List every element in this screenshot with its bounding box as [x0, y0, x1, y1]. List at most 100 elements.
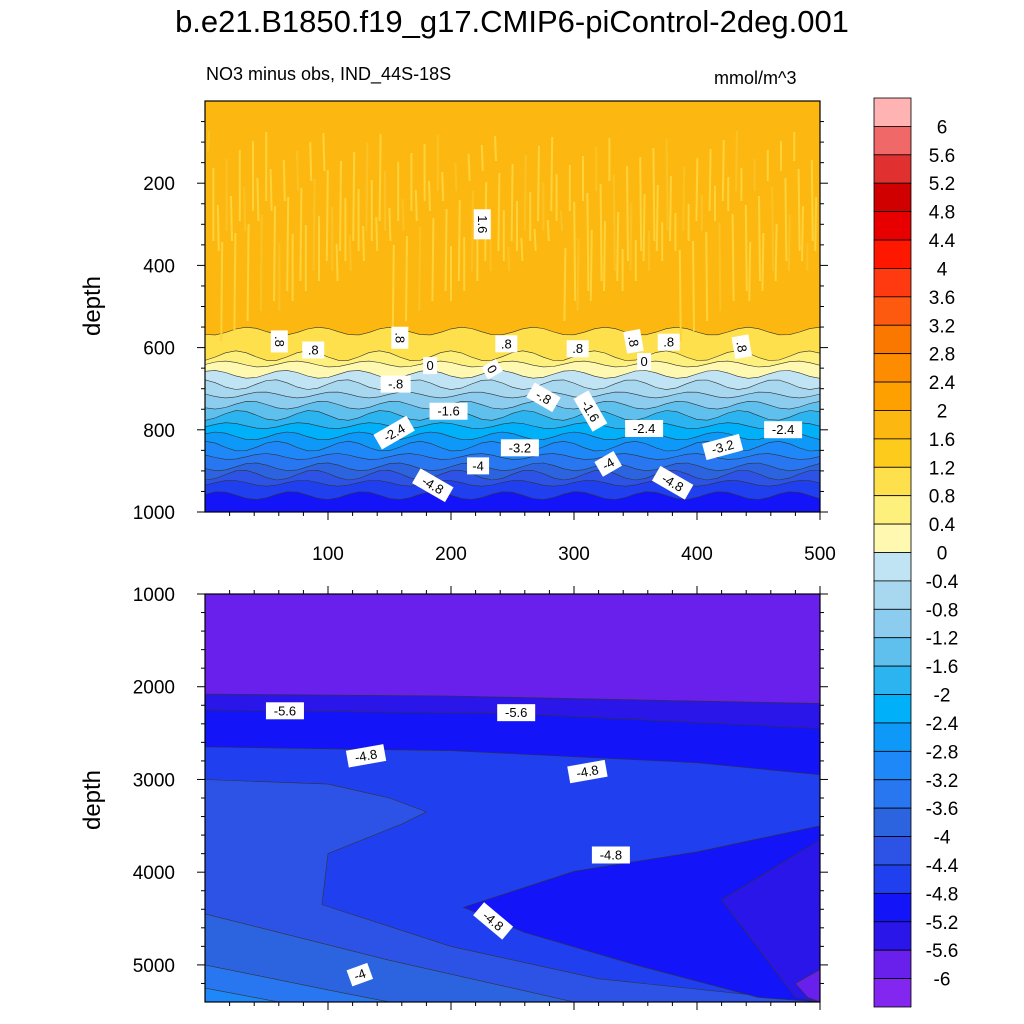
- contour-label-box: [657, 333, 680, 351]
- colorbar-swatch: [873, 211, 912, 241]
- x-tick-label: 500: [804, 544, 836, 565]
- colorbar-label: 2.8: [929, 345, 955, 366]
- colorbar-swatch: [873, 637, 912, 667]
- colorbar-swatch: [873, 268, 912, 298]
- colorbar-swatch: [873, 410, 912, 440]
- noise-streak: [418, 226, 422, 312]
- contour-label-text: -.8: [388, 377, 403, 392]
- contour-label-box: [637, 352, 652, 370]
- noise-streak: [801, 205, 804, 262]
- contour-label: .8: [623, 329, 644, 354]
- noise-streak: [523, 154, 527, 232]
- colorbar-swatch: [873, 807, 912, 837]
- noise-streak: [428, 180, 431, 212]
- contour-label-text: 0: [426, 358, 433, 373]
- noise-streak: [589, 229, 593, 302]
- lower-regions: [205, 594, 820, 1002]
- noise-streak: [431, 217, 435, 302]
- noise-streak: [471, 190, 474, 272]
- noise-streak: [520, 237, 524, 262]
- noise-streak: [731, 213, 735, 302]
- contour-label-box: [591, 846, 630, 864]
- contour-label-box: [380, 375, 411, 393]
- contour-label-box: [467, 457, 490, 475]
- noise-streak: [230, 195, 233, 242]
- contour-label: 0: [637, 352, 652, 370]
- y-tick-label: 600: [143, 339, 175, 360]
- noise-streak: [695, 157, 699, 222]
- contour-region: [205, 913, 575, 1002]
- noise-streak: [721, 139, 725, 202]
- noise-streak: [273, 205, 276, 302]
- contour-label-box: [481, 358, 503, 380]
- noise-streak: [655, 184, 659, 252]
- colorbar-swatch: [873, 949, 912, 979]
- contour-label: -.8: [526, 382, 561, 413]
- colorbar-swatch: [873, 126, 912, 156]
- contour-label-box: [423, 357, 438, 375]
- colorbar-swatch: [873, 438, 912, 468]
- noise-streak: [388, 207, 392, 242]
- contour-label: -4.8: [567, 759, 608, 784]
- colorbar-label: -0.8: [926, 600, 959, 621]
- noise-streak: [494, 135, 497, 162]
- contour-label-box: [566, 340, 589, 358]
- contour-label-text: .8: [663, 335, 674, 350]
- contour-label-text: -4: [352, 966, 368, 984]
- colorbar-swatch: [873, 381, 912, 411]
- noise-streak: [629, 202, 633, 272]
- contour-label: 0: [481, 358, 503, 380]
- contour-label: -4.8: [412, 468, 454, 503]
- colorbar-swatch: [873, 523, 912, 553]
- noise-streak: [375, 216, 379, 252]
- contour-label: .8: [731, 334, 753, 360]
- colorbar-swatch: [873, 694, 912, 724]
- noise-streak: [454, 162, 458, 192]
- colorbar-label: -3.2: [926, 771, 959, 792]
- noise-streak: [507, 246, 511, 272]
- colorbar-swatch: [873, 722, 912, 752]
- colorbar-swatch: [873, 296, 912, 326]
- colorbar-swatch: [873, 836, 912, 866]
- contour-label-box: [526, 382, 561, 413]
- contour-label-box: [567, 759, 608, 784]
- noise-streak: [269, 168, 273, 212]
- noise-streak: [309, 141, 313, 182]
- contour-label: 1.6: [473, 209, 491, 240]
- chart-subtitle: NO3 minus obs, IND_44S-18S: [206, 64, 452, 84]
- colorbar-label: 1.6: [929, 430, 955, 451]
- noise-streak: [810, 159, 814, 242]
- noise-streak: [612, 174, 616, 272]
- contour-label-box: [651, 465, 694, 500]
- noise-streak: [642, 193, 646, 262]
- y-tick-label: 800: [143, 421, 175, 442]
- noise-streak: [401, 198, 405, 232]
- noise-streak: [259, 214, 263, 312]
- units-label: mmol/m^3: [714, 68, 797, 88]
- colorbar-swatch: [873, 97, 912, 127]
- noise-streak: [586, 192, 590, 292]
- colorbar-label: 1.2: [929, 458, 955, 479]
- noise-streak: [497, 172, 501, 252]
- colorbar-label: -4.4: [926, 856, 959, 877]
- colorbar-swatch: [873, 864, 912, 894]
- y-tick-label: 1000: [133, 503, 175, 524]
- contour-label-box: [623, 329, 644, 354]
- colorbar-label: 2: [937, 401, 948, 422]
- contour-label-text: -3.2: [509, 440, 531, 455]
- contour-label-box: [495, 335, 518, 353]
- colorbar-label: 0.4: [929, 515, 956, 536]
- contour-label-box: [412, 468, 454, 503]
- noise-streak: [256, 177, 260, 222]
- noise-streak: [444, 208, 448, 292]
- contour-label-text: .8: [572, 341, 583, 356]
- noise-streak: [299, 187, 303, 282]
- contour-label-box: [500, 439, 539, 457]
- noise-streak: [599, 183, 603, 282]
- colorbar-swatch: [873, 892, 912, 923]
- noise-streak: [744, 204, 748, 292]
- contour-label: 0: [423, 357, 438, 375]
- contour-band: [205, 491, 820, 512]
- colorbar-label: -5.2: [926, 913, 959, 934]
